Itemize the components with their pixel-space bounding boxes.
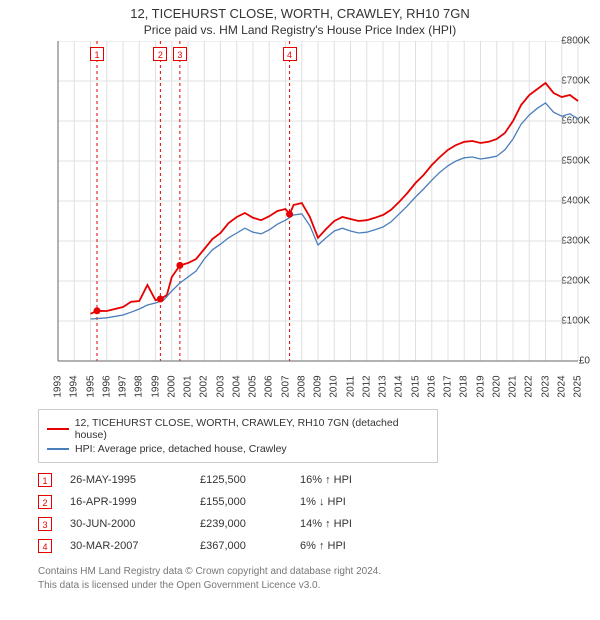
marker-box: 3 — [173, 47, 187, 61]
event-row: 3 30-JUN-2000£239,00014% ↑ HPI — [38, 517, 600, 531]
x-tick-label: 2018 — [459, 375, 470, 397]
x-tick-label: 2001 — [183, 375, 194, 397]
x-tick-label: 2009 — [313, 375, 324, 397]
chart-title-line1: 12, TICEHURST CLOSE, WORTH, CRAWLEY, RH1… — [0, 0, 600, 21]
legend-swatch — [47, 428, 69, 430]
x-tick-label: 2022 — [524, 375, 535, 397]
event-number-box: 4 — [38, 539, 52, 553]
event-price: £239,000 — [200, 518, 300, 530]
x-tick-label: 2012 — [361, 375, 372, 397]
x-tick-label: 2002 — [199, 375, 210, 397]
x-tick-label: 2004 — [231, 375, 242, 397]
x-tick-label: 2007 — [280, 375, 291, 397]
event-pct: 16% ↑ HPI — [300, 474, 410, 486]
event-number-box: 3 — [38, 517, 52, 531]
x-tick-label: 2006 — [264, 375, 275, 397]
footer-attribution: Contains HM Land Registry data © Crown c… — [38, 565, 600, 592]
marker-box: 4 — [283, 47, 297, 61]
event-row: 4 30-MAR-2007£367,0006% ↑ HPI — [38, 539, 600, 553]
legend-label: 12, TICEHURST CLOSE, WORTH, CRAWLEY, RH1… — [75, 417, 429, 441]
legend-item: HPI: Average price, detached house, Craw… — [47, 443, 429, 455]
event-pct: 1% ↓ HPI — [300, 496, 410, 508]
x-tick-label: 2011 — [345, 376, 356, 398]
marker-box: 1 — [90, 47, 104, 61]
chart-area: £0£100K£200K£300K£400K£500K£600K£700K£80… — [10, 41, 590, 401]
event-date: 16-APR-1999 — [70, 496, 200, 508]
x-tick-label: 2013 — [378, 375, 389, 397]
x-tick-label: 1998 — [134, 375, 145, 397]
legend-label: HPI: Average price, detached house, Craw… — [75, 443, 287, 455]
x-tick-label: 1995 — [85, 375, 96, 397]
x-tick-label: 2020 — [491, 375, 502, 397]
x-tick-label: 1999 — [150, 375, 161, 397]
x-tick-label: 2025 — [573, 375, 584, 397]
x-tick-label: 2010 — [329, 375, 340, 397]
event-date: 26-MAY-1995 — [70, 474, 200, 486]
x-tick-label: 2015 — [410, 375, 421, 397]
event-number-box: 2 — [38, 495, 52, 509]
event-price: £125,500 — [200, 474, 300, 486]
event-row: 1 26-MAY-1995£125,50016% ↑ HPI — [38, 473, 600, 487]
x-tick-label: 2008 — [296, 375, 307, 397]
legend-item: 12, TICEHURST CLOSE, WORTH, CRAWLEY, RH1… — [47, 417, 429, 441]
x-tick-label: 1994 — [69, 375, 80, 397]
event-pct: 14% ↑ HPI — [300, 518, 410, 530]
x-tick-label: 2016 — [426, 375, 437, 397]
x-tick-label: 2014 — [394, 375, 405, 397]
chart-container: 12, TICEHURST CLOSE, WORTH, CRAWLEY, RH1… — [0, 0, 600, 620]
event-number-box: 1 — [38, 473, 52, 487]
event-pct: 6% ↑ HPI — [300, 540, 410, 552]
legend-box: 12, TICEHURST CLOSE, WORTH, CRAWLEY, RH1… — [38, 409, 438, 463]
event-price: £367,000 — [200, 540, 300, 552]
event-price: £155,000 — [200, 496, 300, 508]
event-row: 2 16-APR-1999£155,0001% ↓ HPI — [38, 495, 600, 509]
event-date: 30-MAR-2007 — [70, 540, 200, 552]
x-tick-label: 1996 — [101, 375, 112, 397]
events-table: 1 26-MAY-1995£125,50016% ↑ HPI 2 16-APR-199… — [38, 473, 600, 553]
event-date: 30-JUN-2000 — [70, 518, 200, 530]
x-tick-label: 2003 — [215, 375, 226, 397]
x-tick-label: 1997 — [118, 375, 129, 397]
x-tick-label: 1993 — [53, 375, 64, 397]
x-tick-label: 2017 — [443, 375, 454, 397]
x-tick-label: 2023 — [540, 375, 551, 397]
plot-svg — [10, 41, 590, 373]
x-tick-label: 2024 — [556, 375, 567, 397]
footer-line2: This data is licensed under the Open Gov… — [38, 579, 600, 593]
x-tick-label: 2019 — [475, 375, 486, 397]
x-tick-label: 2005 — [248, 375, 259, 397]
x-tick-label: 2021 — [508, 375, 519, 397]
marker-box: 2 — [153, 47, 167, 61]
legend-swatch — [47, 448, 69, 450]
footer-line1: Contains HM Land Registry data © Crown c… — [38, 565, 600, 579]
x-tick-label: 2000 — [166, 375, 177, 397]
chart-title-line2: Price paid vs. HM Land Registry's House … — [0, 21, 600, 41]
